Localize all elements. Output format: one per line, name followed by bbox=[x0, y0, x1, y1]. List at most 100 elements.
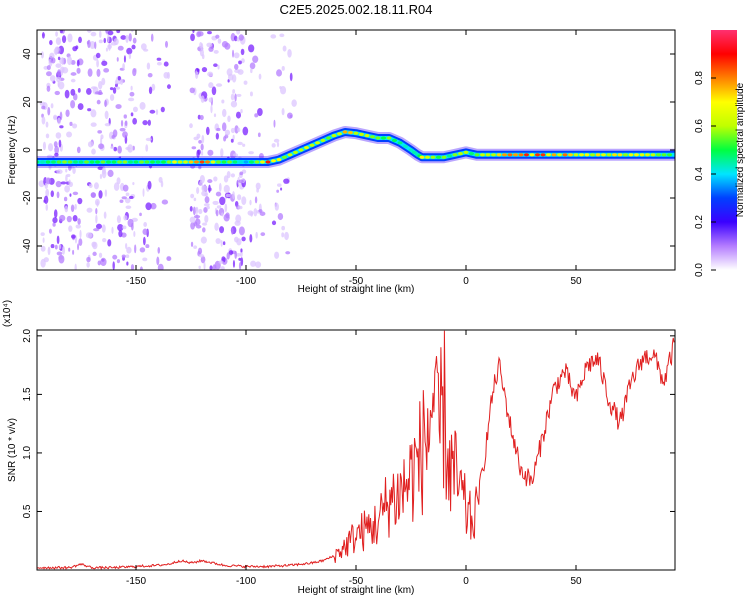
noise-speck bbox=[291, 99, 297, 107]
noise-speck bbox=[45, 121, 49, 128]
noise-speck bbox=[90, 31, 97, 37]
ridge-point bbox=[122, 160, 128, 164]
ridge-point bbox=[623, 153, 628, 157]
noise-speck bbox=[255, 261, 262, 268]
figure-title: C2E5.2025.002.18.11.R04 bbox=[280, 2, 433, 17]
noise-speck bbox=[128, 33, 132, 42]
snr-plot-area bbox=[37, 330, 675, 570]
noise-speck bbox=[51, 57, 56, 64]
noise-speck bbox=[241, 58, 245, 64]
noise-speck bbox=[219, 226, 225, 234]
noise-speck bbox=[250, 68, 253, 74]
noise-speck bbox=[215, 238, 221, 245]
noise-speck bbox=[65, 168, 68, 173]
ridge-point bbox=[359, 132, 364, 136]
noise-speck bbox=[44, 182, 49, 189]
noise-speck bbox=[57, 81, 60, 88]
noise-speck bbox=[54, 244, 58, 250]
noise-speck bbox=[257, 132, 261, 138]
noise-speck bbox=[190, 193, 195, 199]
noise-speck bbox=[116, 30, 121, 34]
noise-speck bbox=[70, 234, 76, 239]
noise-speck bbox=[68, 179, 71, 186]
ridge-point bbox=[172, 160, 177, 164]
snr-panel: -150 -100 -50 0 50 2.0 1.5 1.0 0.5 Height of st… bbox=[2, 300, 676, 596]
ridge-point bbox=[144, 160, 150, 164]
ridge-point bbox=[210, 160, 216, 164]
ridge-point bbox=[111, 160, 117, 164]
ridge-point bbox=[62, 160, 67, 164]
colorbar-tick-label: 0.8 bbox=[694, 71, 705, 85]
noise-speck bbox=[112, 129, 118, 138]
noise-speck bbox=[125, 205, 132, 209]
noise-speck bbox=[48, 228, 52, 234]
noise-speck bbox=[157, 263, 164, 270]
snr-x-label: Height of straight line (km) bbox=[298, 585, 415, 596]
noise-speck bbox=[124, 197, 131, 204]
noise-speck bbox=[213, 176, 218, 182]
ridge-point bbox=[634, 153, 639, 157]
noise-speck bbox=[105, 30, 109, 34]
noise-speck bbox=[117, 75, 121, 81]
noise-speck bbox=[130, 112, 134, 117]
spectrogram-x-label: Height of straight line (km) bbox=[298, 284, 415, 295]
noise-speck bbox=[50, 243, 55, 249]
noise-speck bbox=[40, 51, 44, 59]
noise-speck bbox=[116, 215, 121, 224]
noise-speck bbox=[92, 251, 97, 257]
noise-speck bbox=[235, 214, 242, 223]
noise-speck bbox=[46, 71, 52, 77]
noise-speck bbox=[85, 232, 93, 239]
noise-speck bbox=[125, 192, 130, 197]
noise-speck bbox=[201, 185, 208, 192]
noise-speck bbox=[198, 165, 202, 170]
noise-speck bbox=[55, 63, 62, 68]
spectrogram-y-tick-label: -40 bbox=[22, 238, 33, 253]
noise-speck bbox=[120, 35, 127, 40]
spectrogram-x-tick-label: -150 bbox=[126, 276, 146, 287]
noise-speck bbox=[190, 222, 196, 230]
noise-speck bbox=[249, 62, 256, 70]
noise-speck bbox=[125, 146, 131, 151]
noise-speck bbox=[132, 106, 138, 113]
noise-speck bbox=[220, 148, 224, 158]
ridge-point bbox=[73, 160, 78, 164]
noise-speck bbox=[204, 192, 209, 197]
noise-speck bbox=[233, 52, 240, 59]
noise-speck bbox=[126, 261, 129, 266]
noise-speck bbox=[104, 189, 108, 197]
noise-speck bbox=[241, 196, 247, 206]
noise-speck bbox=[214, 222, 219, 231]
noise-speck bbox=[45, 188, 50, 197]
noise-speck bbox=[252, 55, 259, 63]
noise-speck bbox=[103, 37, 107, 44]
noise-speck bbox=[86, 207, 93, 213]
noise-speck bbox=[232, 153, 239, 157]
noise-speck bbox=[230, 100, 238, 108]
noise-speck bbox=[250, 260, 257, 267]
spectrogram-x-tick-label: 50 bbox=[570, 276, 582, 287]
noise-speck bbox=[208, 97, 213, 103]
noise-speck bbox=[202, 227, 206, 233]
noise-speck bbox=[206, 42, 213, 48]
noise-speck bbox=[76, 146, 81, 154]
ridge-point bbox=[480, 153, 485, 157]
noise-speck bbox=[97, 260, 102, 266]
noise-speck bbox=[91, 148, 96, 155]
noise-speck bbox=[142, 120, 148, 126]
ridge-point bbox=[419, 155, 425, 159]
noise-speck bbox=[271, 143, 276, 148]
noise-speck bbox=[56, 76, 62, 83]
noise-speck bbox=[72, 191, 79, 196]
noise-speck bbox=[67, 33, 73, 43]
ridge-point bbox=[579, 153, 584, 157]
noise-speck bbox=[219, 196, 226, 206]
ridge-point bbox=[601, 153, 606, 157]
noise-speck bbox=[193, 245, 198, 249]
noise-speck bbox=[195, 207, 198, 212]
noise-speck bbox=[243, 80, 248, 85]
noise-speck bbox=[95, 223, 103, 230]
noise-speck bbox=[236, 127, 241, 133]
noise-speck bbox=[230, 127, 236, 134]
noise-speck bbox=[97, 166, 104, 171]
